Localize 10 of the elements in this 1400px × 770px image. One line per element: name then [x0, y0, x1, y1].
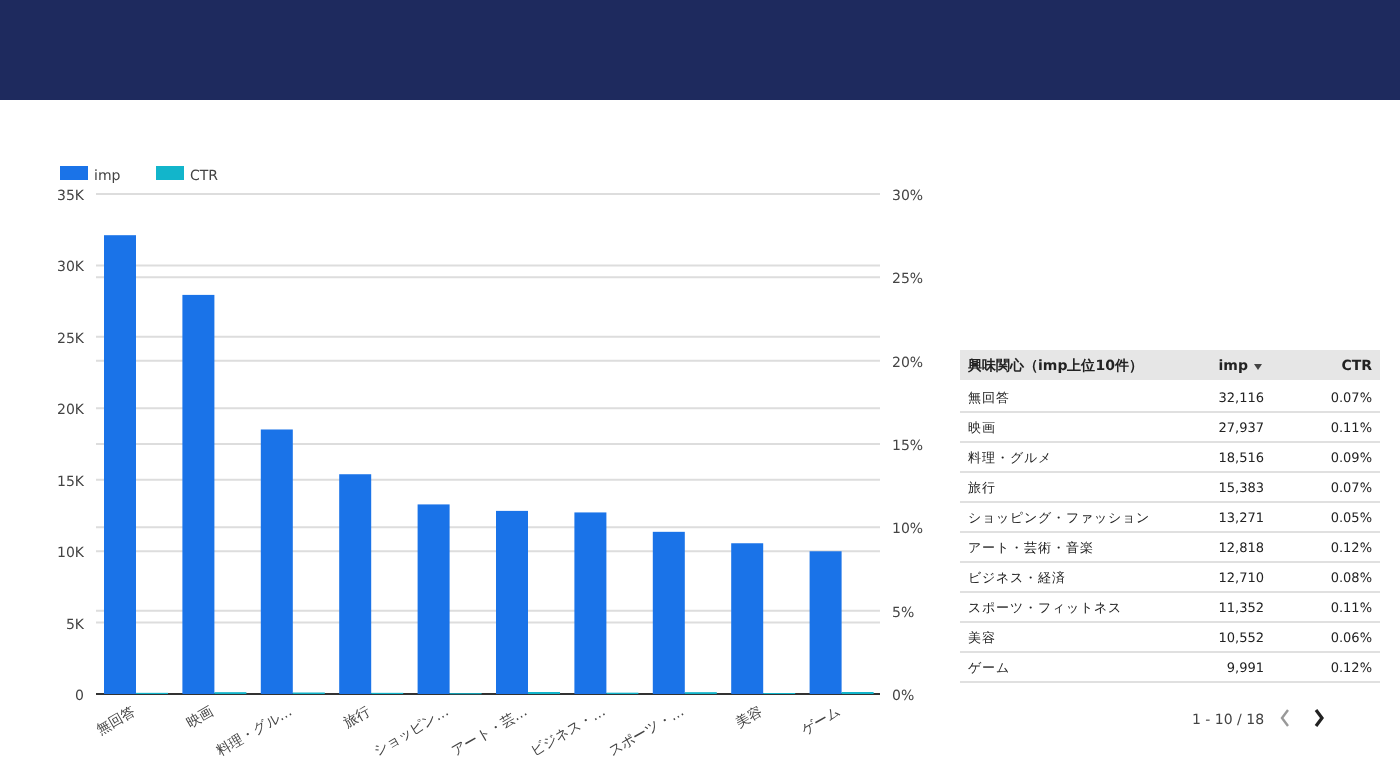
- bar: [809, 551, 842, 694]
- bar: [652, 531, 685, 694]
- bar: [417, 504, 450, 694]
- bar: [339, 474, 372, 694]
- bar: [260, 429, 293, 694]
- bar: [182, 294, 215, 694]
- bar: [104, 235, 136, 694]
- bar: [731, 543, 764, 694]
- bar: [496, 510, 528, 694]
- bar: [574, 512, 607, 694]
